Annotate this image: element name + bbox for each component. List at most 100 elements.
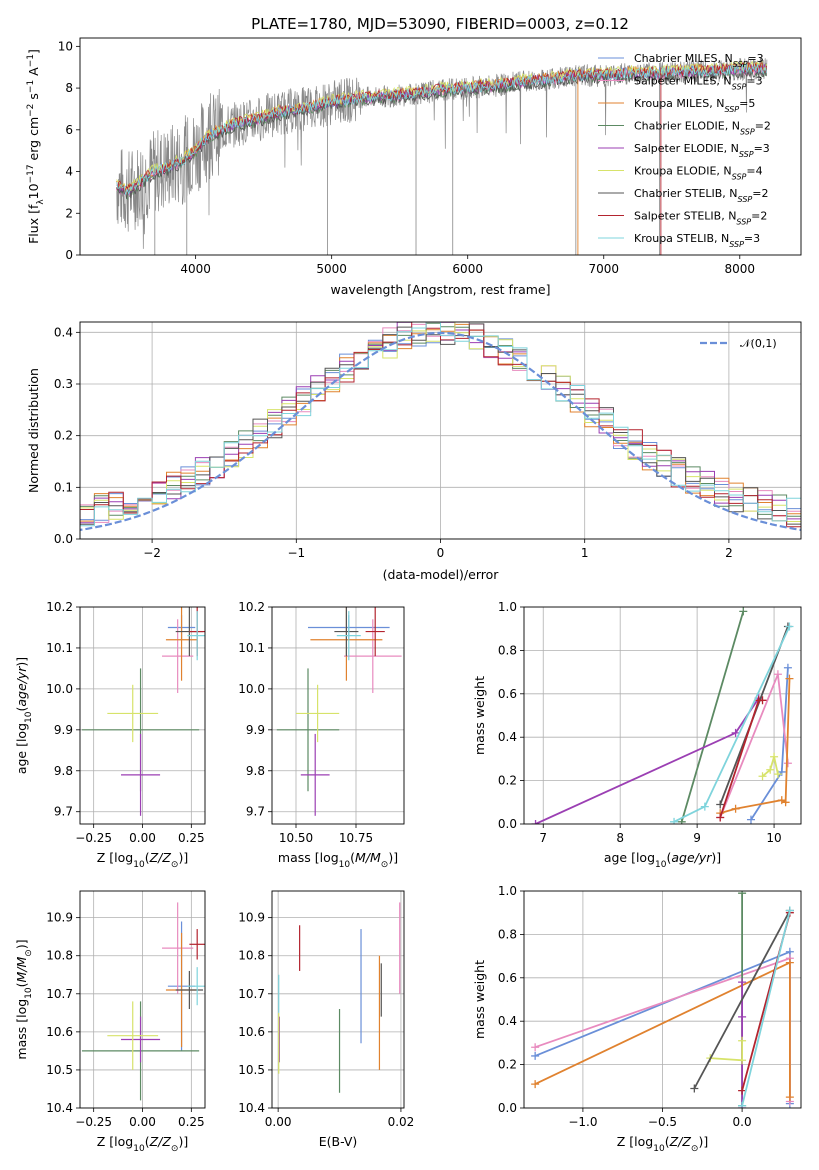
y-tick-label: 9.7 xyxy=(54,805,73,819)
weight-point-marker xyxy=(783,759,792,768)
x-tick-label: 0.25 xyxy=(178,1115,205,1129)
label-part: )] xyxy=(711,850,721,865)
legend-model-name: Chabrier ELODIE, N xyxy=(634,120,740,133)
label-part: ( xyxy=(14,982,29,987)
x-tick-label: 10.75 xyxy=(339,831,373,845)
label-part: λ xyxy=(36,199,46,205)
legend-model-name: Kroupa MILES, N xyxy=(634,97,724,110)
y-tick-label: 10.9 xyxy=(238,911,265,925)
weight-point-marker xyxy=(770,752,779,761)
label-part: Flux [f xyxy=(26,204,41,244)
label-part: age/yr xyxy=(14,666,29,707)
label-part: Z [log xyxy=(97,850,133,865)
axes-frame xyxy=(79,37,802,256)
x-axis-label: age [log10(age/yr)] xyxy=(604,850,721,870)
legend-entry: Kroupa ELODIE, NSSP=4 xyxy=(634,165,763,182)
plot-area xyxy=(524,607,801,824)
label-part: erg cm xyxy=(26,117,41,165)
y-axis-label: Flux [fλ10−17 erg cm−2 s−1 A−1] xyxy=(26,49,46,244)
y-tick-label: 1.0 xyxy=(498,884,517,898)
x-tick-label: 0.25 xyxy=(178,831,205,845)
axes-frame xyxy=(523,606,802,825)
label-part: 10 xyxy=(133,1144,145,1154)
legend-model-name: Salpeter ELODIE, N xyxy=(634,142,739,155)
weight-point-marker xyxy=(738,1086,747,1095)
y-tick-label: 10.9 xyxy=(46,911,73,925)
x-tick-label: 5000 xyxy=(316,262,347,276)
legend-nssp: =2 xyxy=(751,210,767,223)
plot-area xyxy=(80,607,205,824)
plot-area xyxy=(272,607,404,824)
weight-series-line xyxy=(680,611,745,823)
y-tick-label: 10.1 xyxy=(238,641,265,655)
y-tick-label: 8 xyxy=(65,81,73,95)
spectrum-legend: Chabrier MILES, NSSP=3 Salpeter MILES, NS… xyxy=(598,52,771,249)
x-tick-label: 6000 xyxy=(452,262,483,276)
legend-entry: Chabrier MILES, NSSP=3 xyxy=(634,52,764,69)
weight-point-marker xyxy=(773,770,782,779)
panel-Z-weight: −1.0 −0.5 0.0 0.0 0.2 0.4 0.6 0.8 1.0 Z [log10(Z/… xyxy=(472,884,802,1154)
label-part: Z/Z xyxy=(149,850,172,865)
weight-series-line xyxy=(673,626,791,823)
y-tick-label: 10.1 xyxy=(46,641,73,655)
y-tick-label: 0.8 xyxy=(498,927,517,941)
label-part: 10 xyxy=(26,183,41,199)
panel-spectrum: 4000 5000 6000 7000 8000 0 2 4 6 8 10 Chabrier MILE… xyxy=(26,37,802,297)
axes-frame xyxy=(79,321,802,540)
weight-series-line xyxy=(693,910,791,1089)
legend-nssp: =2 xyxy=(755,120,771,133)
weight-point-marker xyxy=(716,800,725,809)
panel-ebv-mass: 0.00 0.02 10.4 10.5 10.6 10.7 10.8 10.9 E(B-V) xyxy=(238,890,414,1149)
axes-frame xyxy=(79,890,206,1109)
legend-entry: Salpeter MILES, NSSP=3 xyxy=(634,75,763,92)
x-tick-label: −0.5 xyxy=(648,1115,677,1129)
y-tick-label: 10.2 xyxy=(46,600,73,614)
y-tick-label: 2 xyxy=(65,206,73,220)
weight-point-marker xyxy=(758,696,767,705)
weight-series-line xyxy=(761,756,779,777)
legend-sub: SSP xyxy=(729,240,744,249)
weight-point-marker xyxy=(738,1036,747,1045)
y-tick-label: 0.2 xyxy=(54,429,73,443)
x-tick-label: 0.00 xyxy=(265,1115,292,1129)
y-tick-label: 0.2 xyxy=(498,1058,517,1072)
y-tick-label: 0.6 xyxy=(498,687,517,701)
spectrum-model-line xyxy=(116,67,767,199)
weight-point-marker xyxy=(531,1043,540,1052)
x-tick-label: −0.25 xyxy=(75,831,112,845)
weight-point-marker xyxy=(781,798,790,807)
weight-point-marker xyxy=(677,817,686,824)
x-tick-label: 0.00 xyxy=(129,1115,156,1129)
label-part: age [log xyxy=(604,850,655,865)
label-part: )] xyxy=(388,850,398,865)
y-tick-label: 9.9 xyxy=(54,723,73,737)
legend-nssp: =4 xyxy=(746,165,762,178)
x-axis-label: Z [log10(Z/Z⊙)] xyxy=(97,1134,188,1154)
y-tick-label: 0.3 xyxy=(54,377,73,391)
weight-point-marker xyxy=(783,663,792,672)
label-part: )] xyxy=(698,1134,708,1149)
weight-point-marker xyxy=(785,622,794,631)
legend-entry: Salpeter STELIB, NSSP=2 xyxy=(634,210,767,227)
plot-area xyxy=(524,891,801,1108)
label-part: A xyxy=(26,67,41,80)
y-tick-label: 0.0 xyxy=(54,532,73,546)
x-axis-label: wavelength [Angstrom, rest frame] xyxy=(330,282,550,297)
legend-model-name: Chabrier STELIB, N xyxy=(634,187,738,200)
weight-point-marker xyxy=(738,1101,747,1108)
x-axis-label: (data-model)/error xyxy=(383,567,500,582)
y-tick-label: 10.2 xyxy=(238,600,265,614)
weight-point-marker xyxy=(738,891,747,898)
label-part: s xyxy=(26,93,41,104)
panel-mass-age: 10.50 10.75 9.7 9.8 9.9 10.0 10.1 10.2 mass [log… xyxy=(238,600,405,870)
weight-point-marker xyxy=(773,670,782,679)
label-part: Z/Z xyxy=(149,1134,172,1149)
y-tick-label: 10.5 xyxy=(46,1063,73,1077)
y-tick-label: 0.1 xyxy=(54,480,73,494)
label-part: ( xyxy=(665,1134,670,1149)
legend-nssp: =5 xyxy=(739,97,755,110)
plot-area xyxy=(80,322,801,539)
panel-Z-mass: −0.25 0.00 0.25 10.4 10.5 10.6 10.7 10.8 10.9 Z [… xyxy=(14,890,206,1154)
x-axis-label: mass [log10(M/M⊙)] xyxy=(278,850,398,870)
